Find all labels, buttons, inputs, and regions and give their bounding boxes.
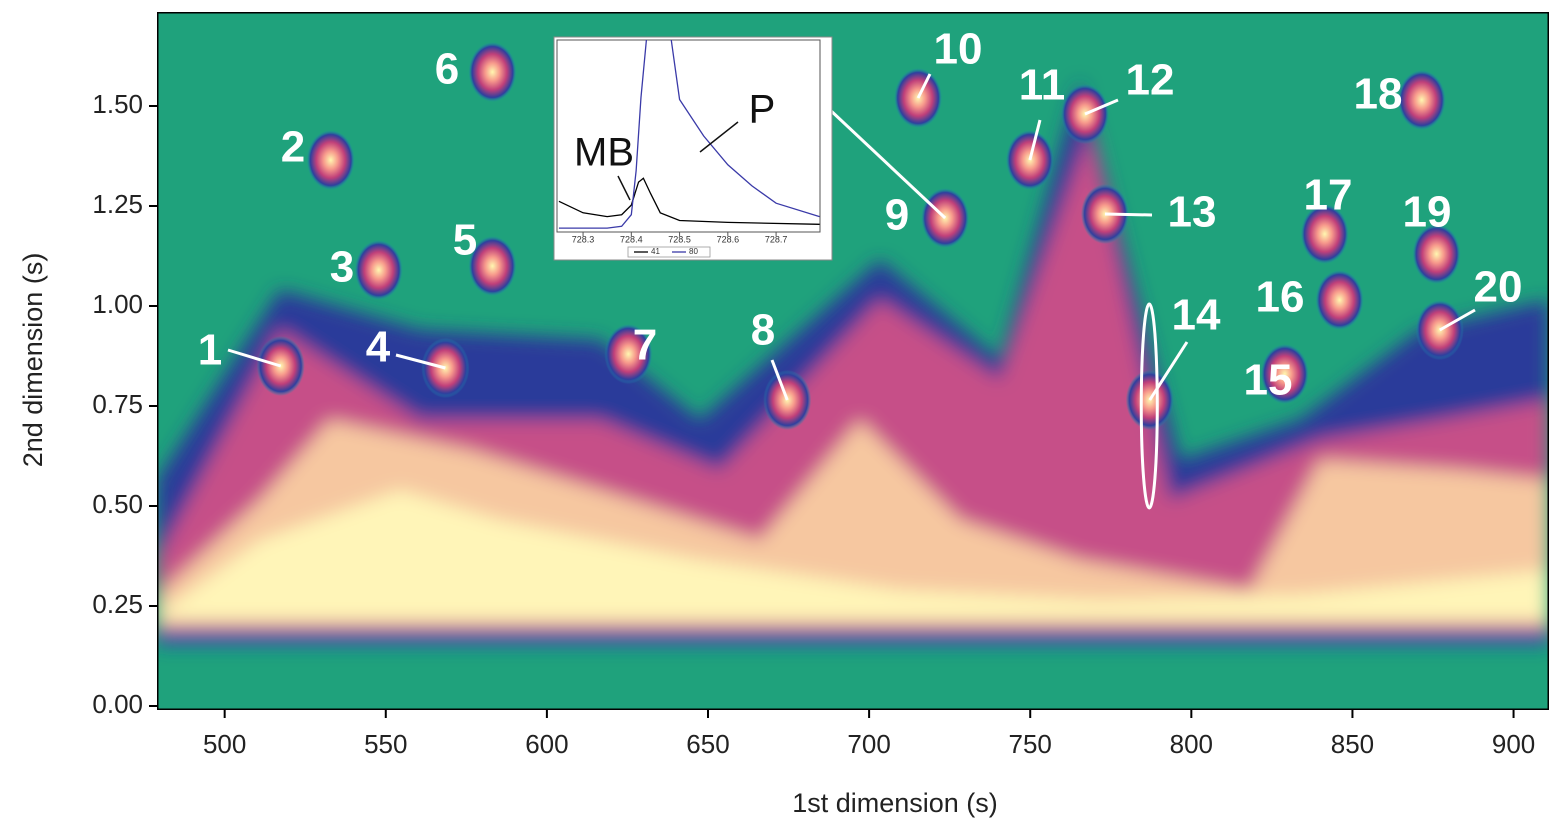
peak xyxy=(1260,344,1309,404)
heatmap-background xyxy=(157,12,1549,710)
inset-pointer xyxy=(826,106,947,220)
x-axis-label: 1st dimension (s) xyxy=(792,788,998,818)
y-axis-label: 2nd dimension (s) xyxy=(18,253,48,468)
inset: 728.3 728.4 728.5 728.6 728.7 41 80 MB P xyxy=(553,36,833,261)
peak xyxy=(1397,70,1446,130)
y-tick-label: 0.25 xyxy=(92,589,143,619)
peak-label: 8 xyxy=(751,306,775,355)
annotation-line xyxy=(916,73,932,99)
peak xyxy=(468,42,517,102)
x-tick-label: 550 xyxy=(364,729,407,759)
inset-plot-area xyxy=(556,39,821,233)
peak-label: 19 xyxy=(1403,188,1452,237)
peak-label: 3 xyxy=(330,243,354,292)
peak-label: 14 xyxy=(1172,291,1221,340)
peak-label: 10 xyxy=(934,25,983,74)
peak xyxy=(1300,204,1349,264)
x-tick-label: 900 xyxy=(1492,729,1535,759)
inset-line xyxy=(558,40,820,229)
inset-x-tick-label: 728.4 xyxy=(620,234,643,244)
legend-label: 41 xyxy=(651,247,660,256)
y-tick-label: 0.50 xyxy=(92,489,143,519)
inset-annotation: P xyxy=(749,88,776,132)
x-tick-label: 750 xyxy=(1009,729,1052,759)
peak xyxy=(468,236,517,296)
peak-label: 15 xyxy=(1244,356,1293,405)
peak-label: 4 xyxy=(366,323,391,372)
annotation-line xyxy=(1084,98,1119,116)
legend-label: 80 xyxy=(689,247,698,256)
inset-legend-box xyxy=(627,246,711,258)
peak-label: 13 xyxy=(1168,188,1217,237)
inset-lines xyxy=(558,40,820,229)
inset-x-tick-label: 728.5 xyxy=(668,234,691,244)
peak-label: 2 xyxy=(281,123,305,172)
peak-label: 11 xyxy=(1019,61,1066,110)
annotation-line xyxy=(1028,119,1042,161)
y-tick-label: 1.50 xyxy=(92,89,143,119)
x-tick-label: 600 xyxy=(525,729,568,759)
peak-label: 18 xyxy=(1354,70,1403,119)
annotation-line xyxy=(617,175,631,201)
peak-label: 5 xyxy=(453,216,477,265)
annotation-line xyxy=(395,353,446,370)
inset-x-tick-label: 728.7 xyxy=(765,234,788,244)
inset-x-tick-label: 728.6 xyxy=(717,234,740,244)
peak xyxy=(1412,224,1461,284)
y-tick-label: 1.25 xyxy=(92,189,143,219)
y-tick-label: 1.00 xyxy=(92,289,143,319)
peak xyxy=(306,130,355,190)
inset-annotation: MB xyxy=(574,131,634,175)
y-tick-label: 0.75 xyxy=(92,389,143,419)
x-tick-label: 700 xyxy=(847,729,890,759)
annotation-line xyxy=(699,121,739,153)
annotation-line xyxy=(1439,308,1476,332)
annotation-line xyxy=(1104,212,1153,217)
annotation-line xyxy=(770,359,789,401)
annotation-line xyxy=(227,348,282,368)
peak-label: 7 xyxy=(633,321,657,370)
peak-label: 17 xyxy=(1304,171,1353,220)
peak xyxy=(354,240,403,300)
x-tick-label: 650 xyxy=(686,729,729,759)
peak-label: 16 xyxy=(1256,273,1305,322)
x-tick-label: 500 xyxy=(203,729,246,759)
peak-label: 6 xyxy=(435,45,459,94)
peak xyxy=(604,324,653,384)
x-tick-label: 850 xyxy=(1331,729,1374,759)
peak-label: 12 xyxy=(1126,56,1175,105)
peak-label: 9 xyxy=(885,191,909,240)
y-tick-label: 0.00 xyxy=(92,689,143,719)
peak xyxy=(1315,270,1364,330)
peak-label: 1 xyxy=(198,326,222,375)
highlight-ellipse xyxy=(1139,302,1159,510)
inset-frame xyxy=(553,36,833,261)
peak-label: 20 xyxy=(1474,263,1523,312)
inset-line xyxy=(558,177,820,225)
inset-x-tick-label: 728.3 xyxy=(572,234,595,244)
x-tick-label: 800 xyxy=(1170,729,1213,759)
